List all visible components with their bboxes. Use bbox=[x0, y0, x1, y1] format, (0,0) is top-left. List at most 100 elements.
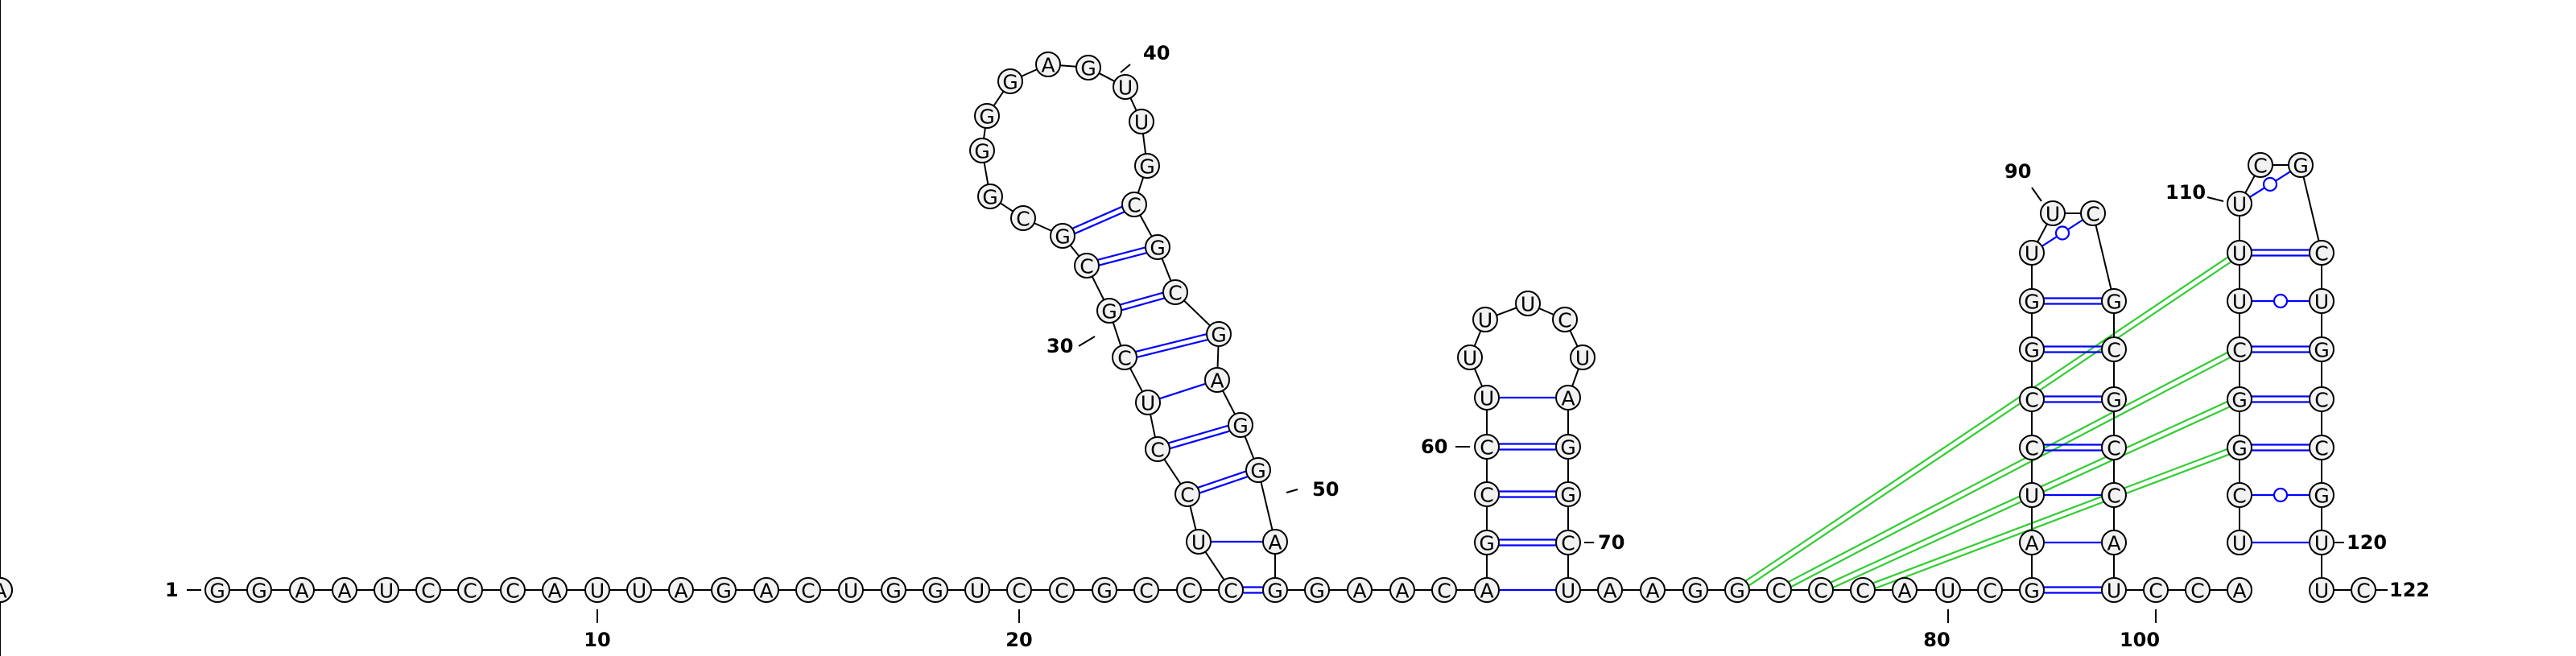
svg-text:C: C bbox=[1856, 580, 1869, 603]
svg-text:G: G bbox=[1055, 225, 1070, 249]
svg-text:C: C bbox=[1182, 580, 1195, 603]
base-pair-109-115 bbox=[2252, 295, 2310, 307]
pseudoknot-pair-76-108 bbox=[1789, 353, 2231, 587]
svg-text:A: A bbox=[0, 580, 7, 603]
svg-text:G: G bbox=[2293, 155, 2308, 178]
svg-text:100: 100 bbox=[2120, 629, 2160, 651]
nucleotide-87: G bbox=[2020, 337, 2044, 362]
svg-text:C: C bbox=[1055, 580, 1068, 603]
nucleotide-120: U bbox=[2310, 530, 2334, 555]
nucleotide-104: U bbox=[2227, 530, 2252, 555]
nucleotide-117: C bbox=[2310, 387, 2334, 412]
backbone-link-44 bbox=[1140, 215, 1152, 237]
pseudoknot-pair-75-110 bbox=[1746, 257, 2231, 585]
backbone-link-41 bbox=[1130, 98, 1136, 111]
nucleotide-86: C bbox=[2020, 387, 2044, 412]
backbone-layer bbox=[0, 0, 2351, 656]
nucleotide-71: U bbox=[1556, 578, 1580, 603]
nucleotide-98: U bbox=[2102, 578, 2126, 603]
nucleotide-121: U bbox=[2310, 578, 2334, 603]
svg-text:A: A bbox=[1210, 369, 1224, 393]
nucleotide-49: G bbox=[1228, 413, 1253, 438]
nucleotide-70: C bbox=[1556, 530, 1580, 555]
base-pair-110-114 bbox=[2252, 250, 2310, 256]
nucleotide-6: C bbox=[416, 578, 440, 603]
svg-text:C: C bbox=[1168, 282, 1182, 305]
nucleotide-layer: G G A A U C C C A U U A G A C U G G U C C G C C CUCCUCGCGCGGGGA G… bbox=[0, 52, 2376, 603]
nucleotide-58: G bbox=[1475, 530, 1499, 555]
nucleotide-105: C bbox=[2227, 483, 2252, 508]
nucleotide-55: A bbox=[1390, 578, 1414, 603]
nucleotide-81: C bbox=[1978, 578, 2002, 603]
svg-text:A: A bbox=[2232, 580, 2246, 603]
backbone-link-66 bbox=[1572, 369, 1579, 386]
nucleotide-89: U bbox=[2020, 241, 2044, 266]
svg-text:G: G bbox=[1101, 300, 1117, 324]
nucleotide-21: C bbox=[1050, 578, 1074, 603]
svg-text:80: 80 bbox=[1923, 629, 1950, 651]
svg-text:G: G bbox=[1729, 580, 1744, 603]
svg-text:U: U bbox=[2025, 242, 2039, 266]
nucleotide-10: U bbox=[585, 578, 609, 603]
base-pair-28-49 bbox=[1168, 426, 1229, 448]
svg-text:C: C bbox=[2190, 580, 2204, 603]
svg-text:10: 10 bbox=[584, 629, 610, 651]
nucleotide-94: G bbox=[2102, 387, 2126, 412]
nucleotide-18: G bbox=[923, 578, 947, 603]
backbone-link-65 bbox=[1570, 331, 1577, 347]
svg-text:A: A bbox=[674, 580, 687, 603]
nucleotide-44: C bbox=[1122, 192, 1146, 217]
svg-text:C: C bbox=[2253, 155, 2267, 178]
backbone-link-89 bbox=[2037, 224, 2047, 241]
svg-text:G: G bbox=[2231, 389, 2247, 412]
svg-text:U: U bbox=[1561, 580, 1575, 603]
nucleotide-14: A bbox=[754, 578, 778, 603]
nucleotide-101: A bbox=[2227, 578, 2252, 603]
svg-text:G: G bbox=[716, 580, 731, 603]
backbone-link-40 bbox=[1099, 73, 1114, 81]
backbone-link-38 bbox=[1022, 69, 1038, 76]
backbone-link-25 bbox=[1205, 551, 1224, 580]
position-label-90: 90 bbox=[2004, 160, 2041, 201]
nucleotide-100: C bbox=[2186, 578, 2210, 603]
nucleotide-23: C bbox=[1134, 578, 1158, 603]
nucleotide-45: G bbox=[1146, 235, 1170, 260]
svg-text:G: G bbox=[1309, 580, 1324, 603]
svg-text:G: G bbox=[1080, 57, 1096, 80]
nucleotide-17: G bbox=[881, 578, 906, 603]
nucleotide-57: A bbox=[1475, 578, 1499, 603]
base-pair-58-70 bbox=[1499, 540, 1556, 546]
nucleotide-15: C bbox=[796, 578, 820, 603]
nucleotide-56: C bbox=[1432, 578, 1456, 603]
svg-text:C: C bbox=[2314, 437, 2328, 460]
backbone-link-39 bbox=[1060, 65, 1076, 67]
svg-text:U: U bbox=[1575, 347, 1590, 370]
svg-text:C: C bbox=[2025, 437, 2038, 460]
svg-text:G: G bbox=[2024, 339, 2039, 362]
nucleotide-72: A bbox=[1598, 578, 1622, 603]
position-label-100: 100 bbox=[2120, 609, 2160, 651]
base-pair-29-48 bbox=[1159, 384, 1205, 399]
svg-text:U: U bbox=[2046, 203, 2060, 226]
svg-text:U: U bbox=[2232, 291, 2247, 314]
base-pair-108-116 bbox=[2252, 347, 2310, 353]
pseudoknot-layer bbox=[1746, 257, 2231, 588]
nucleotide-34: C bbox=[1011, 206, 1035, 231]
nucleotide-60: C bbox=[1475, 435, 1499, 460]
nucleotide-35: G bbox=[978, 184, 1002, 209]
nucleotide-67: A bbox=[1556, 386, 1580, 411]
nucleotide-88: G bbox=[2020, 289, 2044, 314]
nucleotide-110: U bbox=[2227, 241, 2252, 266]
backbone-link-47 bbox=[1218, 346, 1219, 368]
nucleotide-16: U bbox=[839, 578, 863, 603]
svg-text:U: U bbox=[379, 580, 394, 603]
position-label-60: 60 bbox=[1421, 435, 1470, 458]
nucleotide-47: G bbox=[1207, 322, 1231, 347]
nucleotide-20: C bbox=[1007, 578, 1031, 603]
base-pair-107-117 bbox=[2252, 397, 2310, 402]
svg-text:U: U bbox=[1191, 531, 1206, 555]
nucleotide-53: G bbox=[1305, 578, 1329, 603]
position-label-1: 1 bbox=[165, 579, 201, 601]
svg-text:G: G bbox=[1139, 155, 1154, 179]
nucleotide-115: U bbox=[2310, 289, 2334, 314]
